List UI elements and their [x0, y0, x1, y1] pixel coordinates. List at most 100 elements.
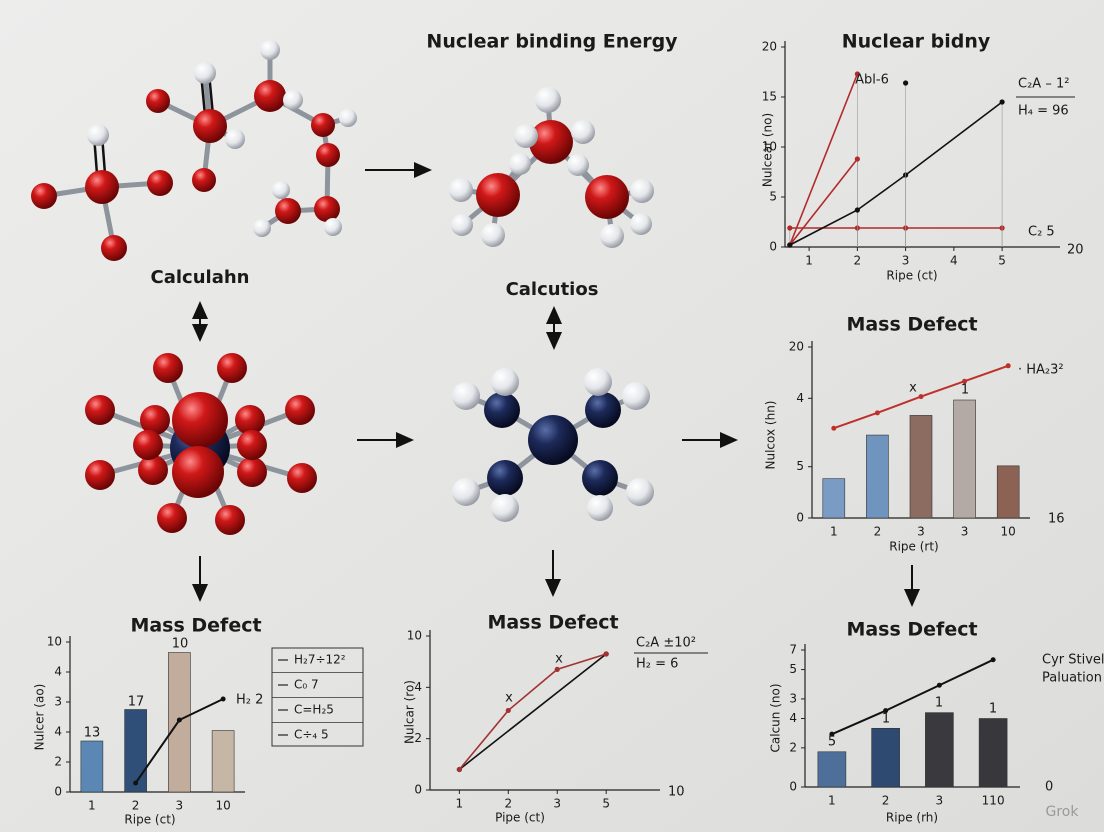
- x-tick-label: 3: [176, 799, 184, 813]
- series-line: [789, 73, 859, 246]
- x-tick-label: 3: [917, 525, 925, 539]
- atom: [587, 495, 613, 521]
- legend-label: C=H₂5: [294, 703, 334, 717]
- atom: [567, 154, 589, 176]
- atom: [535, 87, 561, 113]
- point: [990, 657, 996, 663]
- point: [554, 666, 560, 672]
- atom: [476, 173, 520, 217]
- atom: [146, 89, 170, 113]
- y-axis-label: Nulcear (no): [761, 113, 775, 187]
- atom: [217, 353, 247, 383]
- point: [1005, 363, 1011, 369]
- annotation: 10: [668, 785, 685, 800]
- annotation: 1: [882, 712, 890, 727]
- atom: [225, 129, 245, 149]
- x-axis-label: Ripe (ct): [886, 269, 937, 283]
- atom: [283, 90, 303, 110]
- atom: [253, 219, 271, 237]
- bar: [817, 751, 847, 788]
- point: [787, 242, 793, 248]
- atom: [138, 455, 168, 485]
- atom: [571, 120, 595, 144]
- x-tick-label: 1: [830, 525, 838, 539]
- x-tick-label: 4: [950, 254, 958, 268]
- annotation: H₄ = 96: [1018, 104, 1069, 119]
- main-title: Nuclear binding Energy: [426, 31, 678, 53]
- bar: [925, 712, 954, 788]
- annotation: 20: [1067, 243, 1084, 258]
- arrows: [192, 162, 920, 607]
- atom: [237, 430, 267, 460]
- y-tick-label: 10: [762, 140, 777, 154]
- point: [456, 766, 462, 773]
- annotation: C₂ 5: [1028, 225, 1055, 240]
- atom: [272, 181, 290, 199]
- x-tick-label: 110: [982, 794, 1005, 808]
- point: [999, 99, 1005, 105]
- annotation: 17: [128, 695, 145, 710]
- point: [903, 80, 909, 86]
- atom: [31, 183, 57, 209]
- y-tick-label: 3: [54, 695, 62, 709]
- y-axis-label: Calcun (no): [769, 684, 783, 753]
- atom: [157, 503, 187, 533]
- point: [936, 682, 942, 688]
- x-axis-label: Ripe (ct): [124, 813, 175, 827]
- atom: [133, 430, 163, 460]
- chart-title: Mass Defect: [846, 314, 977, 336]
- chart-title: Mass Defect: [846, 619, 977, 641]
- atom: [275, 198, 301, 224]
- atom: [194, 62, 216, 84]
- point: [829, 731, 835, 737]
- legend-label: C₀ 7: [294, 678, 319, 692]
- atom: [452, 382, 480, 410]
- y-tick-label: 4: [789, 711, 797, 725]
- annotation: x: [505, 691, 513, 706]
- x-axis-label: Ripe (rt): [889, 540, 939, 554]
- atom: [316, 143, 340, 167]
- x-axis-label: Pipe (ct): [495, 811, 545, 825]
- point: [883, 708, 889, 714]
- x-tick-label: 1: [805, 254, 813, 268]
- chart-title: Mass Defect: [130, 615, 261, 637]
- y-tick-label: 4: [796, 391, 804, 405]
- atom: [600, 224, 624, 248]
- atom: [85, 170, 119, 204]
- atom: [254, 80, 286, 112]
- annotation: H₂ 2: [236, 693, 263, 708]
- bar: [822, 478, 846, 519]
- point: [854, 207, 860, 213]
- atom: [630, 179, 654, 203]
- annotation: Cyr Stivel: [1042, 653, 1104, 668]
- atom: [101, 235, 127, 261]
- y-tick-label: 0: [769, 240, 777, 254]
- annotation: 1: [935, 696, 943, 711]
- point: [176, 717, 182, 723]
- annotation: 13: [84, 726, 101, 741]
- x-tick-label: 5: [602, 797, 610, 811]
- watermark: Grok: [1046, 804, 1080, 820]
- legend-label: C÷₄ 5: [294, 728, 329, 742]
- x-tick-label: 2: [854, 254, 862, 268]
- series-line: [789, 158, 858, 246]
- step-label: Calcutios: [506, 279, 599, 300]
- x-axis-label: Ripe (rh): [886, 811, 938, 825]
- y-tick-label: 7: [789, 643, 797, 657]
- y-tick-label: 0: [796, 511, 804, 525]
- x-tick-label: 5: [998, 254, 1006, 268]
- legend-label: H₂7÷12²: [294, 653, 346, 667]
- chart-title: Nuclear bidny: [842, 31, 991, 53]
- y-tick-label: 5: [796, 459, 804, 473]
- annotation: Abl-6: [855, 73, 889, 88]
- atom: [630, 213, 652, 235]
- atom: [140, 405, 170, 435]
- atom: [172, 446, 224, 498]
- y-tick-label: 5: [769, 190, 777, 204]
- y-axis-label: Nulcer (ao): [33, 684, 47, 751]
- point: [787, 225, 793, 231]
- x-tick-label: 2: [874, 525, 882, 539]
- annotation: H₂ = 6: [636, 657, 678, 672]
- y-tick-label: 0: [789, 780, 797, 794]
